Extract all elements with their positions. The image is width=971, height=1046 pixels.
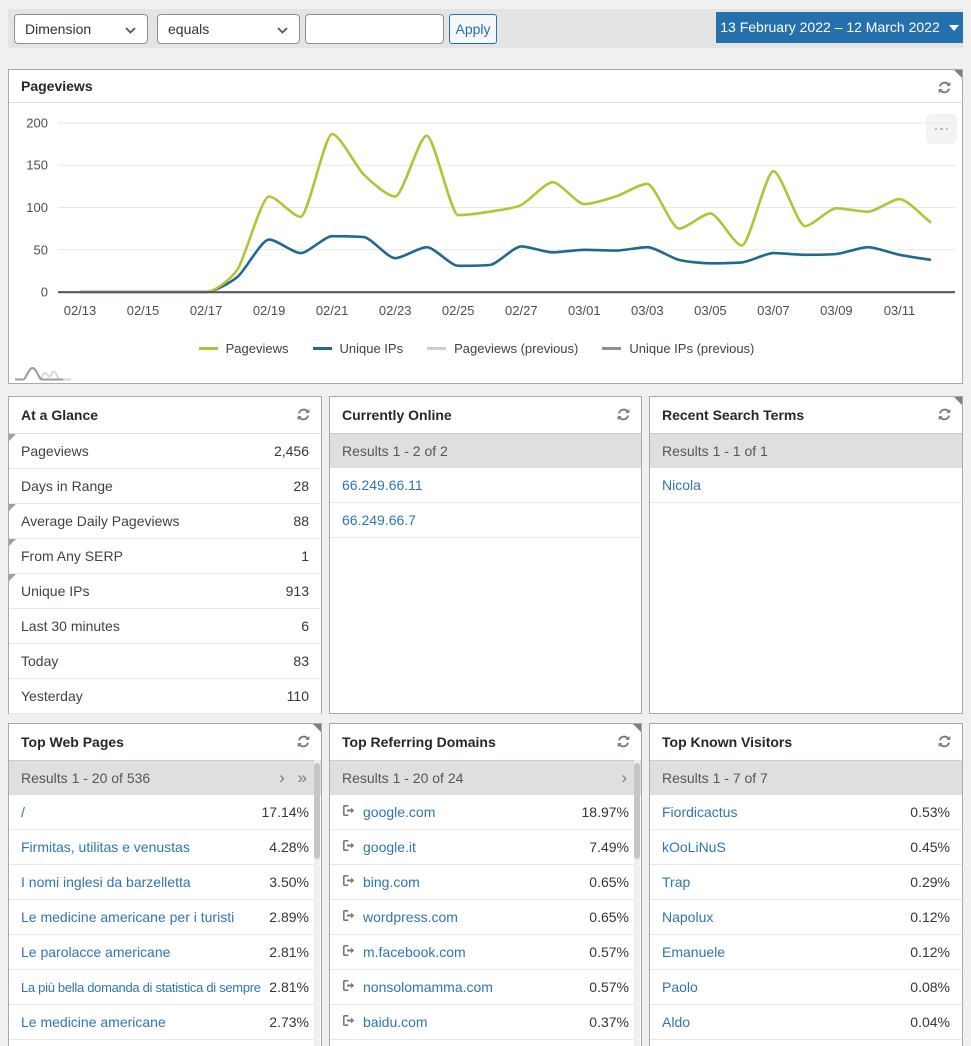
- svg-text:02/15: 02/15: [127, 303, 160, 318]
- svg-text:100: 100: [26, 200, 48, 215]
- svg-text:50: 50: [34, 242, 48, 257]
- svg-text:03/09: 03/09: [820, 303, 853, 318]
- svg-text:02/27: 02/27: [505, 303, 538, 318]
- svg-text:03/05: 03/05: [694, 303, 727, 318]
- svg-text:02/17: 02/17: [190, 303, 223, 318]
- svg-text:03/07: 03/07: [757, 303, 790, 318]
- svg-text:200: 200: [26, 116, 48, 131]
- svg-text:0: 0: [41, 285, 48, 300]
- svg-text:02/25: 02/25: [442, 303, 475, 318]
- svg-text:03/01: 03/01: [568, 303, 601, 318]
- svg-text:03/11: 03/11: [884, 303, 916, 318]
- svg-text:02/23: 02/23: [379, 303, 412, 318]
- svg-text:02/21: 02/21: [316, 303, 349, 318]
- svg-text:02/19: 02/19: [253, 303, 286, 318]
- svg-text:03/03: 03/03: [631, 303, 664, 318]
- svg-text:02/13: 02/13: [64, 303, 97, 318]
- svg-text:150: 150: [26, 158, 48, 173]
